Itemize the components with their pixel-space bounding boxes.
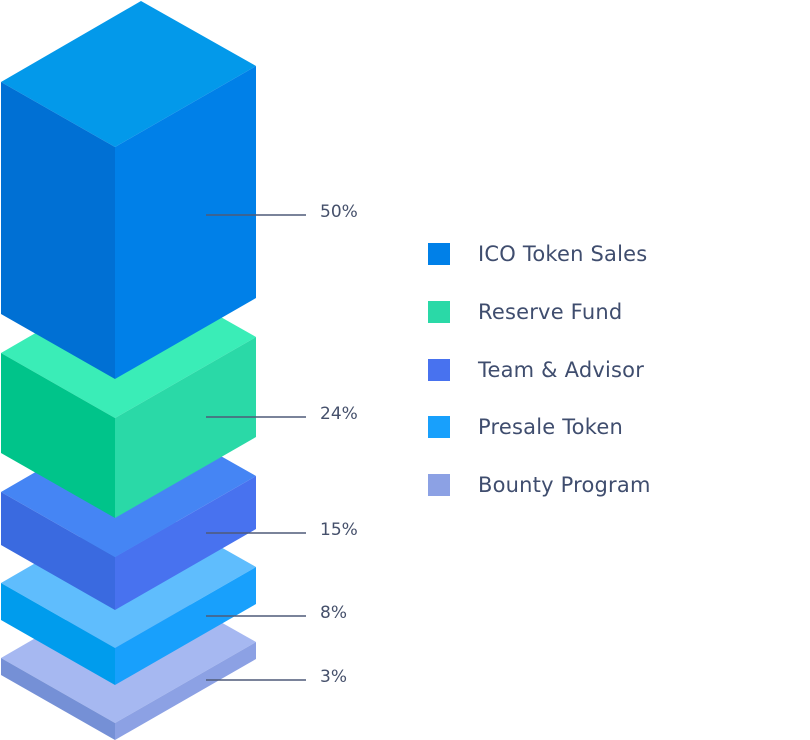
legend-swatch xyxy=(428,243,450,265)
data-label: 8% xyxy=(320,603,347,623)
block-top-face xyxy=(1,1,256,147)
legend-item: Reserve Fund xyxy=(428,300,622,324)
legend-label: ICO Token Sales xyxy=(478,242,648,266)
legend-label: Presale Token xyxy=(478,415,623,439)
block-ico-token-sales xyxy=(1,1,256,379)
block-right-face xyxy=(115,642,256,740)
legend-swatch xyxy=(428,301,450,323)
block-left-face xyxy=(1,353,115,518)
data-label: 15% xyxy=(320,520,358,540)
block-right-face xyxy=(115,66,256,379)
legend-item: ICO Token Sales xyxy=(428,242,647,266)
block-left-face xyxy=(1,658,115,740)
legend-label: Team & Advisor xyxy=(478,358,645,382)
block-left-face xyxy=(1,583,115,685)
block-right-face xyxy=(115,567,256,685)
block-left-face xyxy=(1,492,115,610)
legend-swatch xyxy=(428,474,450,496)
legend-item: Bounty Program xyxy=(428,473,651,497)
block-left-face xyxy=(1,82,115,379)
legend-item: Presale Token xyxy=(428,415,623,439)
legend-swatch xyxy=(428,359,450,381)
legend-swatch xyxy=(428,416,450,438)
legend-label: Bounty Program xyxy=(478,473,651,497)
legend-item: Team & Advisor xyxy=(428,358,644,382)
data-label: 3% xyxy=(320,667,347,687)
data-label: 50% xyxy=(320,202,358,222)
block-right-face xyxy=(115,476,256,610)
legend-label: Reserve Fund xyxy=(478,300,623,324)
block-right-face xyxy=(115,337,256,518)
data-label: 24% xyxy=(320,404,358,424)
